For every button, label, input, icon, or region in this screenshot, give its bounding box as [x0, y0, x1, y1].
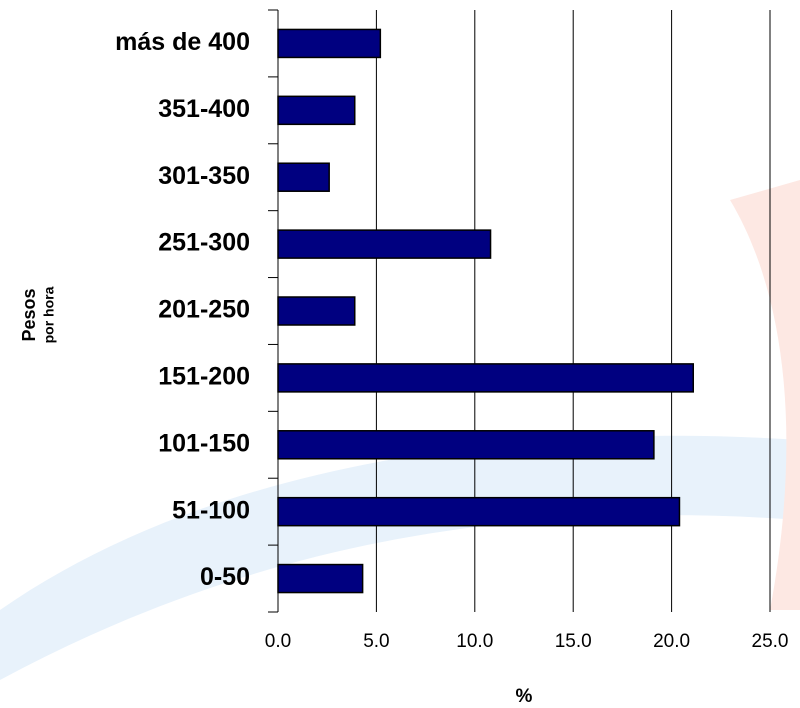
- y-tick-label: 251-300: [158, 229, 250, 257]
- y-tick-label: 51-100: [172, 496, 250, 524]
- x-tick-label: 15.0: [555, 631, 592, 652]
- y-axis-sublabel: por hora: [41, 286, 57, 343]
- bar: [277, 162, 330, 192]
- x-axis-label: %: [516, 686, 533, 707]
- bar: [277, 95, 356, 126]
- x-tick-label: 20.0: [653, 631, 690, 652]
- y-axis-label: Pesos: [19, 288, 39, 341]
- background-swoosh: [0, 435, 800, 680]
- y-tick-label: 0-50: [200, 563, 250, 591]
- x-tick-label: 0.0: [265, 631, 291, 652]
- x-tick-label: 5.0: [363, 631, 389, 652]
- y-tick-label: 101-150: [158, 429, 250, 457]
- bar: [277, 229, 492, 259]
- x-tick-label: 25.0: [752, 631, 789, 652]
- bar: [277, 563, 364, 594]
- y-tick-label: 301-350: [158, 162, 250, 190]
- bar: [277, 430, 655, 460]
- bar: [277, 496, 681, 527]
- bar: [277, 363, 694, 393]
- y-tick-label: 351-400: [158, 95, 250, 123]
- background-swoosh: [730, 180, 800, 610]
- y-tick-label: más de 400: [115, 28, 250, 56]
- bar: [277, 296, 356, 326]
- y-tick-label: 151-200: [158, 362, 250, 390]
- bar: [277, 28, 382, 59]
- y-tick-label: 201-250: [158, 296, 250, 324]
- x-tick-label: 10.0: [456, 631, 493, 652]
